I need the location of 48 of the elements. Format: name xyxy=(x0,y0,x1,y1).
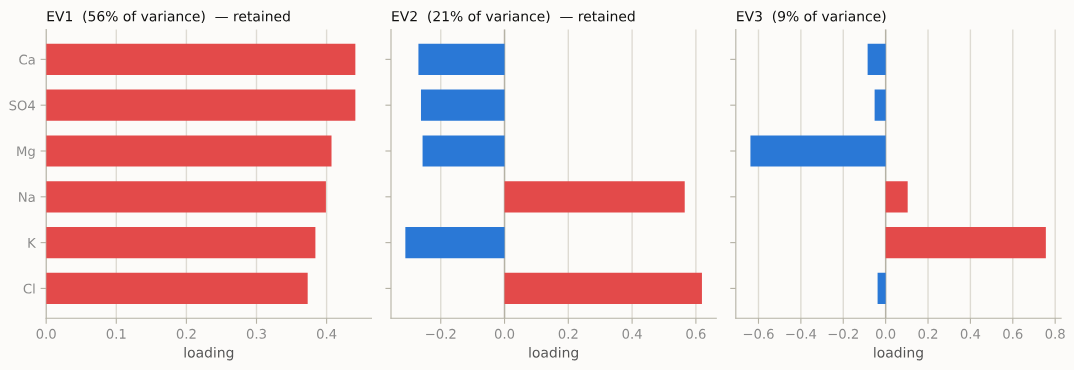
x-tick-label: 0.4 xyxy=(960,328,981,339)
bar xyxy=(46,89,356,121)
bar xyxy=(885,227,1046,259)
bar xyxy=(750,135,886,167)
bar xyxy=(46,181,326,213)
x-tick-label: 0.6 xyxy=(686,328,706,339)
x-axis-title: loading xyxy=(874,346,923,361)
x-tick-label: −0.4 xyxy=(786,328,817,339)
x-axis-title: loading xyxy=(529,346,578,361)
bar xyxy=(405,227,505,259)
bar xyxy=(46,272,308,304)
bar xyxy=(418,43,505,75)
bar xyxy=(46,227,316,259)
x-axis-title: loading xyxy=(184,346,234,361)
bar xyxy=(877,272,886,304)
bar xyxy=(504,272,702,304)
x-tick-label: 0.2 xyxy=(176,328,196,339)
x-tick-label: 0.0 xyxy=(36,328,56,339)
y-tick-label: Ca xyxy=(19,54,35,65)
bar xyxy=(46,135,332,167)
bar xyxy=(504,181,685,213)
bar xyxy=(46,43,356,75)
x-tick-label: −0.6 xyxy=(743,328,774,339)
x-tick-label: 0.8 xyxy=(1045,328,1065,339)
y-tick-label: K xyxy=(28,238,37,248)
x-tick-label: 0.0 xyxy=(876,328,896,339)
x-tick-label: 0.2 xyxy=(918,328,938,339)
x-tick-label: 0.6 xyxy=(1003,328,1023,339)
y-tick-label: Na xyxy=(19,192,35,203)
x-tick-label: 0.4 xyxy=(622,328,642,339)
x-tick-label: −0.2 xyxy=(828,328,858,339)
x-tick-label: 0.3 xyxy=(246,328,266,339)
x-tick-label: 0.0 xyxy=(494,328,515,339)
y-tick-label: SO4 xyxy=(9,100,36,111)
x-tick-label: 0.2 xyxy=(558,328,578,339)
x-tick-label: −0.2 xyxy=(426,328,456,339)
bar xyxy=(874,89,886,121)
x-tick-label: 0.1 xyxy=(106,328,126,339)
chart-title: EV3 (9% of variance) xyxy=(737,10,886,24)
chart-title: EV1 (56% of variance) — retained xyxy=(47,10,290,24)
x-tick-label: 0.4 xyxy=(316,328,337,339)
bar xyxy=(885,181,908,213)
chart-title: EV2 (21% of variance) — retained xyxy=(392,10,635,24)
y-tick-label: Mg xyxy=(17,146,35,159)
bar xyxy=(420,89,505,121)
bar xyxy=(422,135,505,167)
bar xyxy=(867,43,886,75)
y-tick-label: Cl xyxy=(23,283,35,294)
